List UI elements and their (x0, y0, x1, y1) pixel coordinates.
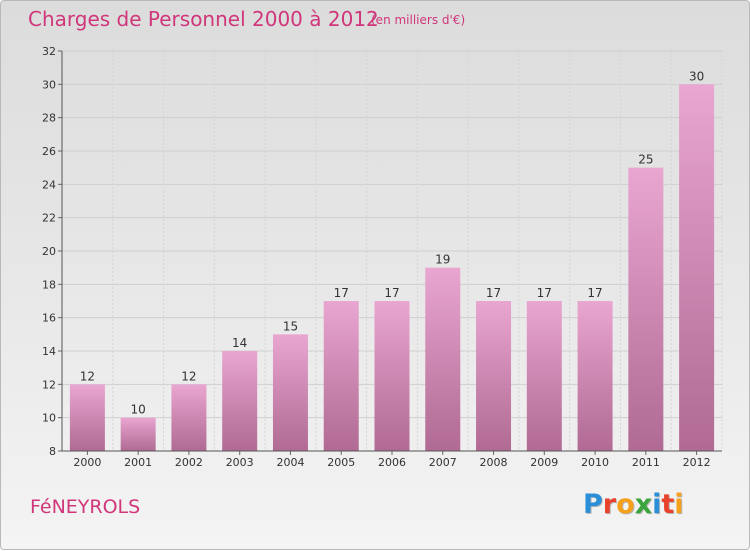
logo-letter: i (674, 489, 684, 520)
data-label-2003: 14 (232, 336, 247, 350)
commune-name: FéNEYROLS (30, 496, 141, 518)
data-label-2011: 25 (638, 153, 653, 167)
logo-letter: i (652, 489, 662, 520)
data-label-2008: 17 (486, 286, 501, 300)
bar-2005 (323, 301, 359, 451)
data-label-2007: 19 (435, 253, 450, 267)
data-label-2005: 17 (334, 286, 349, 300)
data-label-2001: 10 (131, 403, 146, 417)
bar-2006 (374, 301, 410, 451)
x-tick-label: 2009 (530, 456, 558, 469)
proxiti-logo: Proxiti (583, 489, 684, 520)
data-label-2004: 15 (283, 319, 298, 333)
data-label-2006: 17 (384, 286, 399, 300)
x-tick-label: 2006 (378, 456, 406, 469)
x-tick-label: 2005 (327, 456, 355, 469)
data-label-2002: 12 (181, 369, 196, 383)
logo-letter: x (634, 489, 653, 520)
x-tick-label: 2004 (276, 456, 304, 469)
y-tick-label: 8 (49, 445, 56, 458)
x-tick-label: 2003 (226, 456, 254, 469)
labels: 8 10 12 14 16 18 20 22 24 26 28 30 32 12 2000 10 2001 12 2… (42, 45, 711, 469)
y-tick-label: 14 (42, 345, 56, 358)
bar-2012 (679, 84, 715, 451)
logo-letter: t (661, 489, 675, 520)
y-tick-label: 20 (42, 245, 56, 258)
bar-2009 (526, 301, 562, 451)
y-tick-label: 28 (42, 112, 56, 125)
y-tick-label: 32 (42, 45, 56, 58)
y-tick-label: 30 (42, 78, 56, 91)
data-label-2012: 30 (689, 69, 704, 83)
x-tick-label: 2011 (632, 456, 660, 469)
x-tick-label: 2002 (175, 456, 203, 469)
bar-2011 (628, 167, 664, 451)
bar-2010 (577, 301, 613, 451)
data-label-2010: 17 (587, 286, 602, 300)
logo-letter: r (602, 489, 617, 520)
chart-title: Charges de Personnel 2000 à 2012 (28, 7, 379, 31)
bar-2002 (171, 384, 207, 451)
logo-letter: P (583, 489, 603, 520)
x-tick-label: 2008 (480, 456, 508, 469)
data-label-2000: 12 (80, 369, 95, 383)
x-tick-label: 2010 (581, 456, 609, 469)
y-tick-label: 24 (42, 178, 56, 191)
y-tick-label: 18 (42, 278, 56, 291)
y-tick-label: 26 (42, 145, 56, 158)
bar-2007 (425, 267, 461, 451)
y-tick-label: 22 (42, 212, 56, 225)
data-label-2009: 17 (537, 286, 552, 300)
y-tick-label: 10 (42, 412, 56, 425)
bar-2001 (120, 417, 156, 451)
bar-2004 (272, 334, 308, 451)
y-tick-label: 12 (42, 378, 56, 391)
logo-letter: o (616, 489, 635, 520)
bar-2003 (222, 351, 258, 451)
bar-2000 (69, 384, 105, 451)
axes (58, 50, 722, 455)
bars (69, 84, 715, 451)
chart-subtitle: (en milliers d'€) (371, 13, 466, 27)
x-tick-label: 2001 (124, 456, 152, 469)
bar-2008 (476, 301, 512, 451)
x-tick-label: 2000 (73, 456, 101, 469)
x-tick-label: 2007 (429, 456, 457, 469)
y-tick-label: 16 (42, 312, 56, 325)
x-tick-label: 2012 (683, 456, 711, 469)
